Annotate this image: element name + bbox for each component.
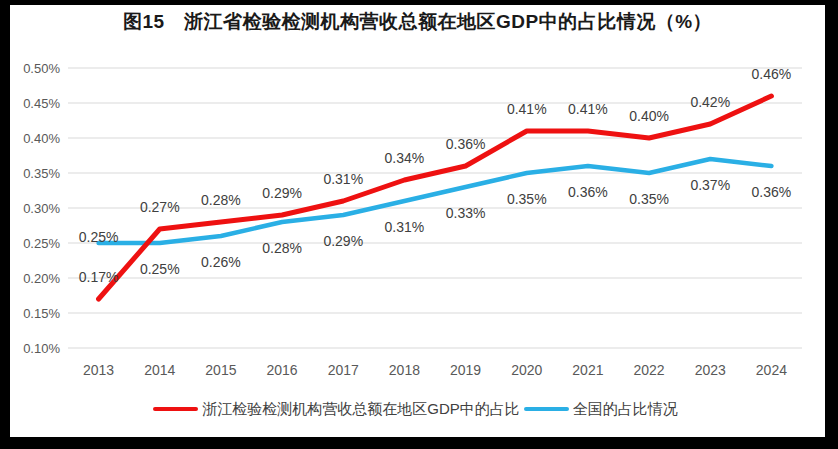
legend-label-zhejiang: 浙江检验检测机构营收总额在地区GDP中的占比 xyxy=(202,400,520,419)
data-label: 0.40% xyxy=(629,108,669,124)
x-axis-tick-label: 2017 xyxy=(328,362,359,378)
y-axis-tick-label: 0.20% xyxy=(23,271,60,286)
data-label: 0.26% xyxy=(201,254,241,270)
data-label: 0.25% xyxy=(79,229,119,245)
data-label: 0.42% xyxy=(690,94,730,110)
y-axis-tick-label: 0.40% xyxy=(23,131,60,146)
x-axis-tick-label: 2019 xyxy=(450,362,481,378)
data-label: 0.17% xyxy=(79,269,119,285)
legend-label-national: 全国的占比情况 xyxy=(573,400,678,419)
y-axis-tick-label: 0.10% xyxy=(23,341,60,356)
data-label: 0.29% xyxy=(262,185,302,201)
data-label: 0.41% xyxy=(507,101,547,117)
legend-line-swatch-national xyxy=(524,407,569,411)
x-axis-tick-label: 2024 xyxy=(756,362,787,378)
x-axis-tick-label: 2016 xyxy=(267,362,298,378)
series-line-0 xyxy=(99,96,772,299)
data-label: 0.46% xyxy=(752,66,792,82)
legend-line-swatch-zhejiang xyxy=(153,407,198,411)
data-label: 0.36% xyxy=(752,184,792,200)
data-label: 0.28% xyxy=(262,240,302,256)
data-label: 0.35% xyxy=(629,191,669,207)
x-axis-tick-label: 2013 xyxy=(83,362,114,378)
data-label: 0.25% xyxy=(140,261,180,277)
x-axis-tick-label: 2023 xyxy=(695,362,726,378)
data-label: 0.33% xyxy=(446,205,486,221)
y-axis-tick-label: 0.35% xyxy=(23,166,60,181)
chart-legend: 浙江检验检测机构营收总额在地区GDP中的占比 全国的占比情况 xyxy=(10,399,825,419)
data-label: 0.31% xyxy=(385,219,425,235)
data-label: 0.28% xyxy=(201,192,241,208)
data-label: 0.27% xyxy=(140,199,180,215)
y-axis-tick-label: 0.25% xyxy=(23,236,60,251)
x-axis-tick-label: 2021 xyxy=(572,362,603,378)
data-label: 0.34% xyxy=(385,150,425,166)
data-label: 0.36% xyxy=(446,136,486,152)
x-axis-tick-label: 2022 xyxy=(634,362,665,378)
y-axis-tick-label: 0.30% xyxy=(23,201,60,216)
data-label: 0.41% xyxy=(568,101,608,117)
x-axis-tick-label: 2020 xyxy=(511,362,542,378)
data-label: 0.29% xyxy=(323,233,363,249)
x-axis-tick-label: 2015 xyxy=(205,362,236,378)
y-axis-tick-label: 0.15% xyxy=(23,306,60,321)
data-label: 0.37% xyxy=(690,177,730,193)
data-label: 0.31% xyxy=(323,171,363,187)
data-label: 0.35% xyxy=(507,191,547,207)
x-axis-tick-label: 2018 xyxy=(389,362,420,378)
screenshot-frame: 图15 浙江省检验检测机构营收总额在地区GDP中的占比情况（%） 0.50%0.… xyxy=(0,0,838,449)
y-axis-tick-label: 0.50% xyxy=(23,61,60,76)
line-chart-plot-area: 0.50% 0.45% 0.40% 0.35% 0.30% 0.25% 0.20% 0.15%… xyxy=(0,0,838,449)
data-label: 0.36% xyxy=(568,184,608,200)
y-axis-tick-label: 0.45% xyxy=(23,96,60,111)
x-axis-tick-label: 2014 xyxy=(144,362,175,378)
